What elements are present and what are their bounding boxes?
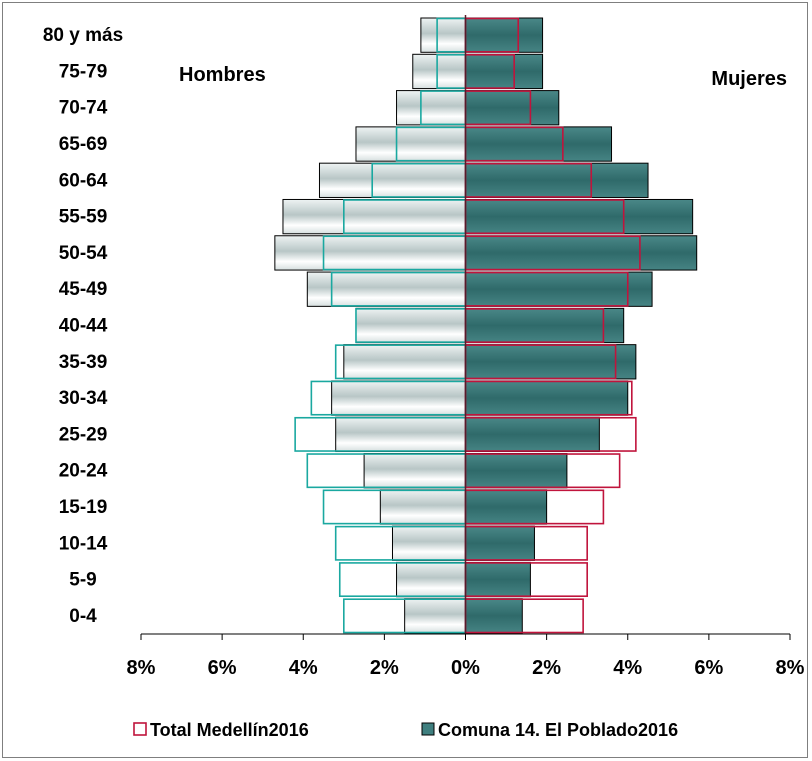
bar-mujeres-comuna-14-el-poblado2016-15-19 <box>465 489 548 525</box>
category-label: 70-74 <box>59 98 108 119</box>
bar-mujeres-comuna-14-el-poblado2016-20-24 <box>465 453 568 489</box>
bar-mujeres-comuna-14-el-poblado2016-45-49 <box>465 271 653 307</box>
bar-mujeres-comuna-14-el-poblado2016-60-64 <box>465 162 649 198</box>
bar-hombres-comuna-14-el-poblado2016-0-4 <box>404 598 466 634</box>
category-label: 15-19 <box>59 497 108 518</box>
bar-mujeres-comuna-14-el-poblado2016-30-34 <box>465 380 629 416</box>
bars-layer <box>274 17 698 634</box>
category-label: 65-69 <box>59 134 108 155</box>
bar-hombres-comuna-14-el-poblado2016-35-39 <box>343 344 466 380</box>
bar-hombres-comuna-14-el-poblado2016-80-y-m-s <box>420 17 467 53</box>
category-label: 0-4 <box>69 606 97 627</box>
category-label: 20-24 <box>59 461 108 482</box>
category-label: 10-14 <box>59 533 108 554</box>
x-tick-label: 4% <box>289 657 318 679</box>
bar-hombres-comuna-14-el-poblado2016-5-9 <box>396 561 467 598</box>
category-label: 75-79 <box>59 61 108 82</box>
x-tick-label: 6% <box>694 657 723 679</box>
x-tick-label: 0% <box>451 657 480 679</box>
legend-label-el-poblado: Comuna 14. El Poblado2016 <box>438 720 678 740</box>
legend-swatch-total-medellin <box>133 722 147 736</box>
bar-mujeres-comuna-14-el-poblado2016-25-29 <box>465 416 600 453</box>
axes-layer <box>140 15 791 640</box>
category-label: 25-29 <box>59 424 108 445</box>
category-label: 40-44 <box>59 316 108 337</box>
legend-label-total-medellin: Total Medellín2016 <box>150 720 309 740</box>
side-label-mujeres: Mujeres <box>711 68 787 90</box>
x-tick-label: 2% <box>370 657 399 679</box>
bar-mujeres-comuna-14-el-poblado2016-0-4 <box>465 598 523 634</box>
bar-mujeres-comuna-14-el-poblado2016-55-59 <box>465 198 694 235</box>
x-tick-label: 2% <box>532 657 561 679</box>
bar-hombres-comuna-14-el-poblado2016-70-74 <box>396 90 467 126</box>
bar-mujeres-comuna-14-el-poblado2016-50-54 <box>465 235 698 271</box>
side-label-hombres: Hombres <box>179 64 266 86</box>
x-tick-label: 8% <box>776 657 805 679</box>
x-tick-label: 6% <box>208 657 237 679</box>
category-label: 60-64 <box>59 170 108 191</box>
bar-mujeres-comuna-14-el-poblado2016-65-69 <box>465 126 613 162</box>
legend-swatch-el-poblado <box>421 722 435 736</box>
bar-hombres-comuna-14-el-poblado2016-10-14 <box>391 525 466 561</box>
population-pyramid-chart: 0-4 5-9 10-14 15-19 20-24 25-29 30-34 35-39 40-4… <box>43 15 805 740</box>
bar-hombres-comuna-14-el-poblado2016-15-19 <box>379 489 467 525</box>
bar-hombres-comuna-14-el-poblado2016-25-29 <box>335 416 467 453</box>
legend: Total Medellín2016 Comuna 14. El Poblado2… <box>133 720 678 740</box>
bar-mujeres-comuna-14-el-poblado2016-75-79 <box>465 53 544 90</box>
bar-hombres-comuna-14-el-poblado2016-40-44 <box>355 307 467 344</box>
labels-layer: 0-4 5-9 10-14 15-19 20-24 25-29 30-34 35-39 40-4… <box>43 25 805 679</box>
bar-mujeres-comuna-14-el-poblado2016-5-9 <box>465 561 531 598</box>
bar-hombres-comuna-14-el-poblado2016-20-24 <box>363 453 466 489</box>
bar-mujeres-comuna-14-el-poblado2016-70-74 <box>465 90 560 126</box>
category-label: 30-34 <box>59 388 108 409</box>
bar-mujeres-comuna-14-el-poblado2016-10-14 <box>465 525 535 561</box>
bar-mujeres-comuna-14-el-poblado2016-80-y-m-s <box>465 17 544 53</box>
category-label: 50-54 <box>59 243 108 264</box>
category-label: 80 y más <box>43 25 123 46</box>
bar-mujeres-comuna-14-el-poblado2016-35-39 <box>465 344 637 380</box>
category-label: 5-9 <box>69 570 96 591</box>
bar-hombres-comuna-14-el-poblado2016-50-54 <box>274 235 467 271</box>
bar-hombres-comuna-14-el-poblado2016-65-69 <box>355 126 467 162</box>
x-tick-label: 8% <box>127 657 156 679</box>
bar-mujeres-comuna-14-el-poblado2016-40-44 <box>465 307 625 344</box>
category-label: 35-39 <box>59 352 108 373</box>
category-label: 55-59 <box>59 207 108 228</box>
bar-hombres-comuna-14-el-poblado2016-30-34 <box>331 380 466 416</box>
bar-hombres-comuna-14-el-poblado2016-60-64 <box>318 162 466 198</box>
bar-hombres-comuna-14-el-poblado2016-55-59 <box>282 198 466 235</box>
bar-hombres-comuna-14-el-poblado2016-75-79 <box>412 53 466 90</box>
bar-hombres-comuna-14-el-poblado2016-45-49 <box>306 271 466 307</box>
category-label: 45-49 <box>59 279 108 300</box>
x-tick-label: 4% <box>613 657 642 679</box>
